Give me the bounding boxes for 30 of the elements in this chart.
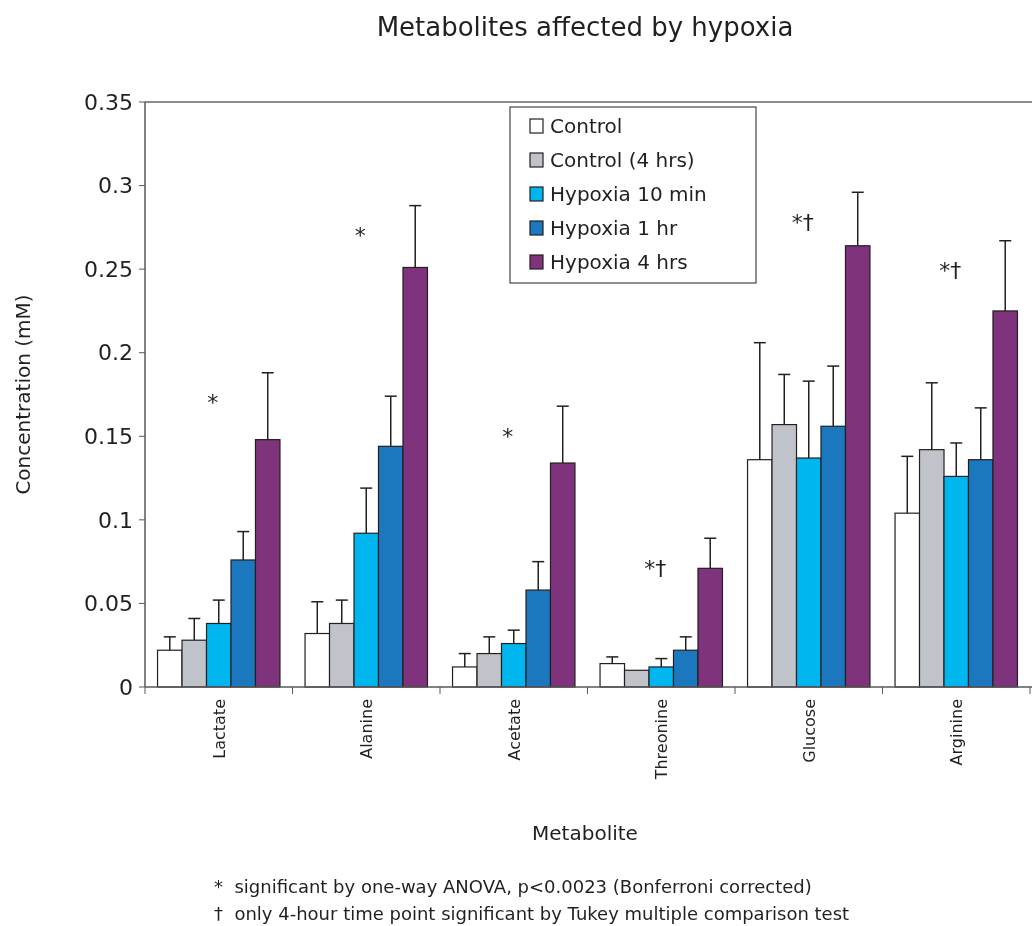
x-tick-label: Lactate [209,699,229,759]
y-tick-label: 0.25 [84,256,133,282]
annotation: *† [939,258,962,284]
x-tick-label: Threonine [652,699,672,781]
annotation: * [354,223,366,249]
x-tick-label: Arginine [947,699,967,766]
y-tick-label: 0.05 [84,591,133,617]
y-tick-label: 0.3 [98,173,133,199]
text: * significant by one-way ANOVA, p<0.0023 (Bonferroni corrected) [214,876,812,897]
y-tick-label: 0.1 [98,507,133,533]
x-tick-label: Alanine [357,699,377,759]
legend-label: Hypoxia 10 min [550,182,707,206]
y-tick-label: 0.2 [98,340,133,366]
y-tick-label: 0.15 [84,423,133,449]
chart-title: Metabolites affected by hypoxia [376,12,794,42]
annotation: * [502,423,514,449]
y-tick-label: 0.35 [84,89,133,115]
legend-label: Control (4 hrs) [550,148,695,172]
annotation: * [207,390,219,416]
x-tick-label: Glucose [799,699,819,763]
y-axis-title: Concentration (mM) [11,294,35,495]
legend-label: Hypoxia 4 hrs [550,250,688,274]
x-tick-label: Acetate [504,699,524,761]
annotation: *† [644,555,667,581]
y-tick-label: 0 [119,674,133,700]
legend-label: Hypoxia 1 hr [550,216,678,240]
annotation: *† [791,209,814,235]
legend-label: Control [550,114,623,138]
x-axis-title: Metabolite [532,821,638,845]
text: † only 4-hour time point significant by Tukey multiple comparison test [214,903,850,924]
